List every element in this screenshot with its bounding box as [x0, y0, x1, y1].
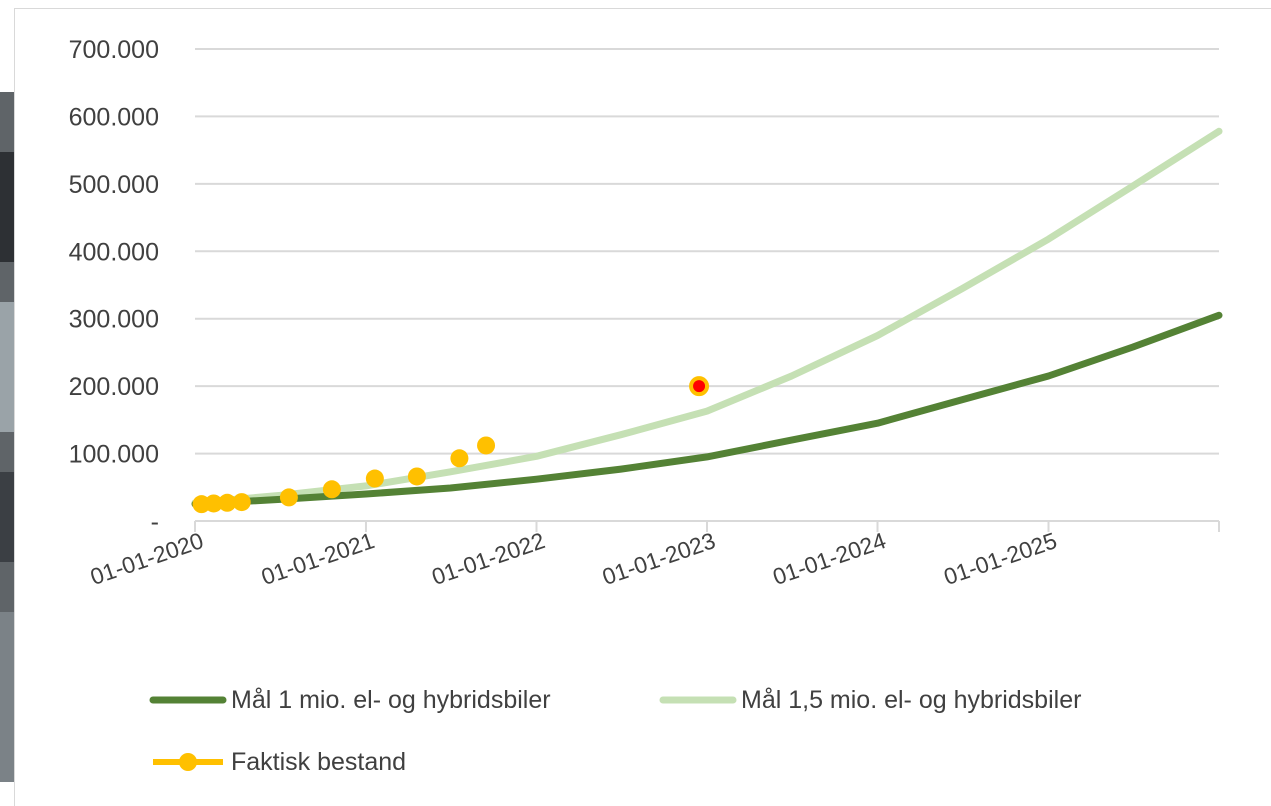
y-tick-label: 700.000 [69, 36, 159, 64]
series-line-1mio [191, 311, 1223, 508]
x-tick-label: 01-01-2025 [940, 527, 1060, 590]
series-lines [191, 127, 1223, 508]
data-point [204, 494, 223, 513]
data-point [279, 488, 298, 507]
data-point [232, 493, 251, 512]
x-tick-label: 01-01-2020 [87, 527, 207, 590]
data-point [365, 469, 384, 488]
gridlines [195, 48, 1219, 455]
y-tick-label: 400.000 [69, 238, 159, 266]
y-tick-label: 100.000 [69, 441, 159, 469]
data-point [322, 480, 341, 499]
series-line-1-5mio [191, 127, 1223, 507]
background-photo-strip [0, 92, 14, 782]
y-axis-tick-labels: - 100.000 200.000 300.000 400.000 500.000 600.… [69, 36, 159, 536]
data-point [450, 449, 469, 468]
data-point [477, 436, 496, 455]
x-tick-label: 01-01-2021 [258, 527, 378, 590]
legend-label-faktisk: Faktisk bestand [231, 748, 406, 776]
y-tick-label: 500.000 [69, 171, 159, 199]
x-tick-label: 01-01-2023 [599, 527, 719, 590]
legend-label-1mio: Mål 1 mio. el- og hybridsbiler [231, 686, 551, 714]
legend-swatch-faktisk-marker [179, 753, 197, 771]
y-tick-label: - [151, 508, 159, 536]
y-tick-label: 200.000 [69, 373, 159, 401]
data-point [407, 467, 426, 486]
legend: Mål 1 mio. el- og hybridsbiler Mål 1,5 mi… [149, 686, 1081, 776]
data-point-highlighted [689, 376, 710, 397]
data-point [218, 493, 237, 512]
y-tick-label: 300.000 [69, 306, 159, 334]
x-tick-label: 01-01-2022 [428, 527, 548, 590]
line-chart: - 100.000 200.000 300.000 400.000 500.000 600.… [69, 36, 1223, 776]
y-tick-label: 600.000 [69, 103, 159, 131]
chart-area: - 100.000 200.000 300.000 400.000 500.000 600.… [14, 8, 1271, 806]
series-markers [192, 376, 710, 514]
legend-label-1-5mio: Mål 1,5 mio. el- og hybridsbiler [741, 686, 1081, 714]
x-axis: 01-01-2020 01-01-2021 01-01-2022 01-01-2023… [87, 520, 1220, 590]
x-tick-label: 01-01-2024 [769, 527, 889, 590]
